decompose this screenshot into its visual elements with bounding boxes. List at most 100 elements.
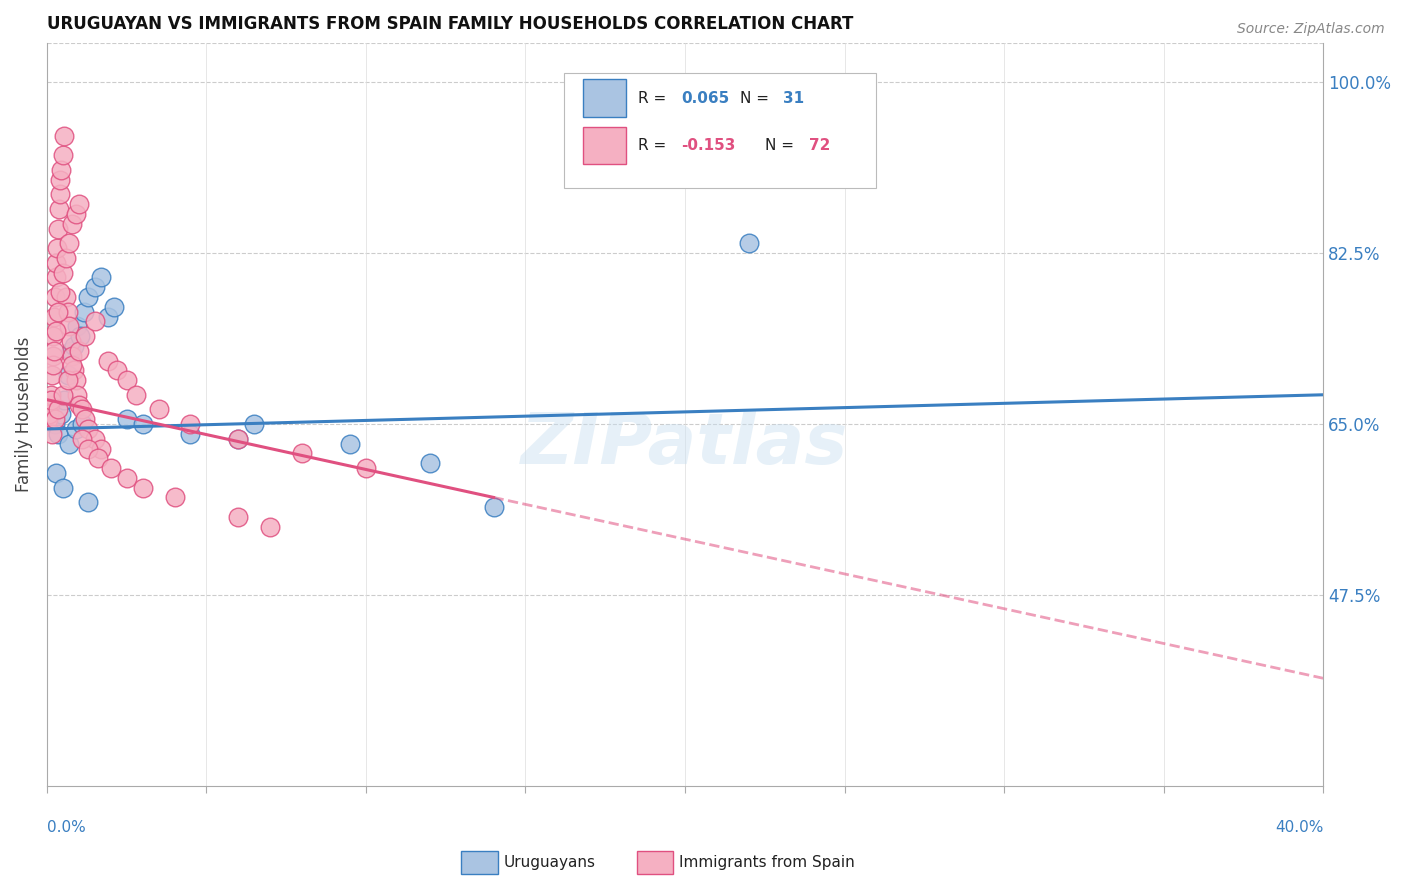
- Point: [62, 359, 84, 373]
- Text: 0.0%: 0.0%: [46, 820, 86, 835]
- Point: [243, 417, 266, 431]
- Point: [46, 241, 69, 255]
- Point: [56, 368, 79, 383]
- Point: [62, 349, 84, 363]
- Text: Immigrants from Spain: Immigrants from Spain: [679, 855, 855, 870]
- Text: ZIPatlas: ZIPatlas: [522, 409, 849, 478]
- Point: [291, 446, 314, 460]
- Point: [58, 319, 80, 334]
- Point: [62, 217, 84, 231]
- Point: [46, 426, 69, 441]
- Text: 31: 31: [783, 91, 804, 106]
- Text: R =: R =: [638, 91, 671, 106]
- Point: [45, 466, 67, 480]
- Point: [115, 471, 138, 485]
- Point: [58, 236, 80, 251]
- Text: N =: N =: [765, 138, 799, 153]
- Point: [41, 359, 63, 373]
- Point: [354, 461, 377, 475]
- Point: [67, 398, 90, 412]
- Point: [53, 128, 76, 143]
- Point: [48, 202, 70, 216]
- Point: [75, 329, 97, 343]
- Point: [55, 290, 77, 304]
- Point: [59, 343, 82, 358]
- Point: [228, 510, 250, 524]
- Point: [42, 310, 65, 324]
- Point: [52, 388, 75, 402]
- Point: [46, 221, 69, 235]
- Point: [148, 402, 170, 417]
- Point: [228, 432, 250, 446]
- Point: [63, 363, 86, 377]
- Y-axis label: Family Households: Family Households: [15, 336, 32, 492]
- Point: [125, 388, 148, 402]
- Point: [90, 270, 112, 285]
- Point: [49, 285, 72, 300]
- Point: [738, 236, 761, 251]
- Point: [482, 500, 505, 515]
- Point: [90, 442, 112, 456]
- Point: [83, 314, 105, 328]
- Point: [70, 432, 93, 446]
- Point: [83, 280, 105, 294]
- Point: [59, 334, 82, 348]
- Point: [45, 324, 67, 338]
- Text: URUGUAYAN VS IMMIGRANTS FROM SPAIN FAMILY HOUSEHOLDS CORRELATION CHART: URUGUAYAN VS IMMIGRANTS FROM SPAIN FAMIL…: [46, 15, 853, 33]
- Point: [52, 481, 75, 495]
- Point: [51, 407, 73, 421]
- Text: Uruguayans: Uruguayans: [503, 855, 595, 870]
- Point: [179, 417, 201, 431]
- Point: [83, 432, 105, 446]
- Point: [100, 461, 122, 475]
- Point: [67, 343, 90, 358]
- Point: [37, 412, 59, 426]
- Point: [58, 436, 80, 450]
- Point: [339, 436, 361, 450]
- Point: [44, 290, 66, 304]
- Point: [69, 329, 91, 343]
- Text: Source: ZipAtlas.com: Source: ZipAtlas.com: [1237, 22, 1385, 37]
- Point: [41, 402, 63, 417]
- Point: [46, 402, 69, 417]
- Point: [228, 432, 250, 446]
- Point: [41, 426, 63, 441]
- Point: [70, 417, 93, 431]
- Point: [419, 456, 441, 470]
- Point: [65, 207, 87, 221]
- Point: [96, 353, 118, 368]
- Point: [39, 388, 62, 402]
- Point: [44, 412, 66, 426]
- Point: [103, 300, 125, 314]
- Point: [39, 398, 62, 412]
- Text: 40.0%: 40.0%: [1275, 820, 1323, 835]
- Text: 0.065: 0.065: [681, 91, 730, 106]
- Point: [63, 339, 86, 353]
- FancyBboxPatch shape: [583, 79, 626, 118]
- Point: [56, 304, 79, 318]
- Text: -0.153: -0.153: [681, 138, 735, 153]
- Point: [38, 407, 60, 421]
- Point: [46, 304, 69, 318]
- Point: [77, 422, 100, 436]
- Point: [96, 310, 118, 324]
- Point: [105, 363, 128, 377]
- Point: [42, 343, 65, 358]
- Point: [77, 495, 100, 509]
- Text: R =: R =: [638, 138, 671, 153]
- Point: [67, 197, 90, 211]
- Point: [53, 392, 76, 407]
- Point: [49, 172, 72, 186]
- Text: 72: 72: [808, 138, 830, 153]
- Point: [77, 442, 100, 456]
- Point: [45, 270, 67, 285]
- Point: [77, 290, 100, 304]
- Point: [51, 163, 73, 178]
- Point: [45, 256, 67, 270]
- Point: [131, 417, 153, 431]
- Point: [66, 319, 89, 334]
- Point: [115, 412, 138, 426]
- Point: [72, 304, 94, 318]
- Point: [65, 373, 87, 387]
- Point: [65, 422, 87, 436]
